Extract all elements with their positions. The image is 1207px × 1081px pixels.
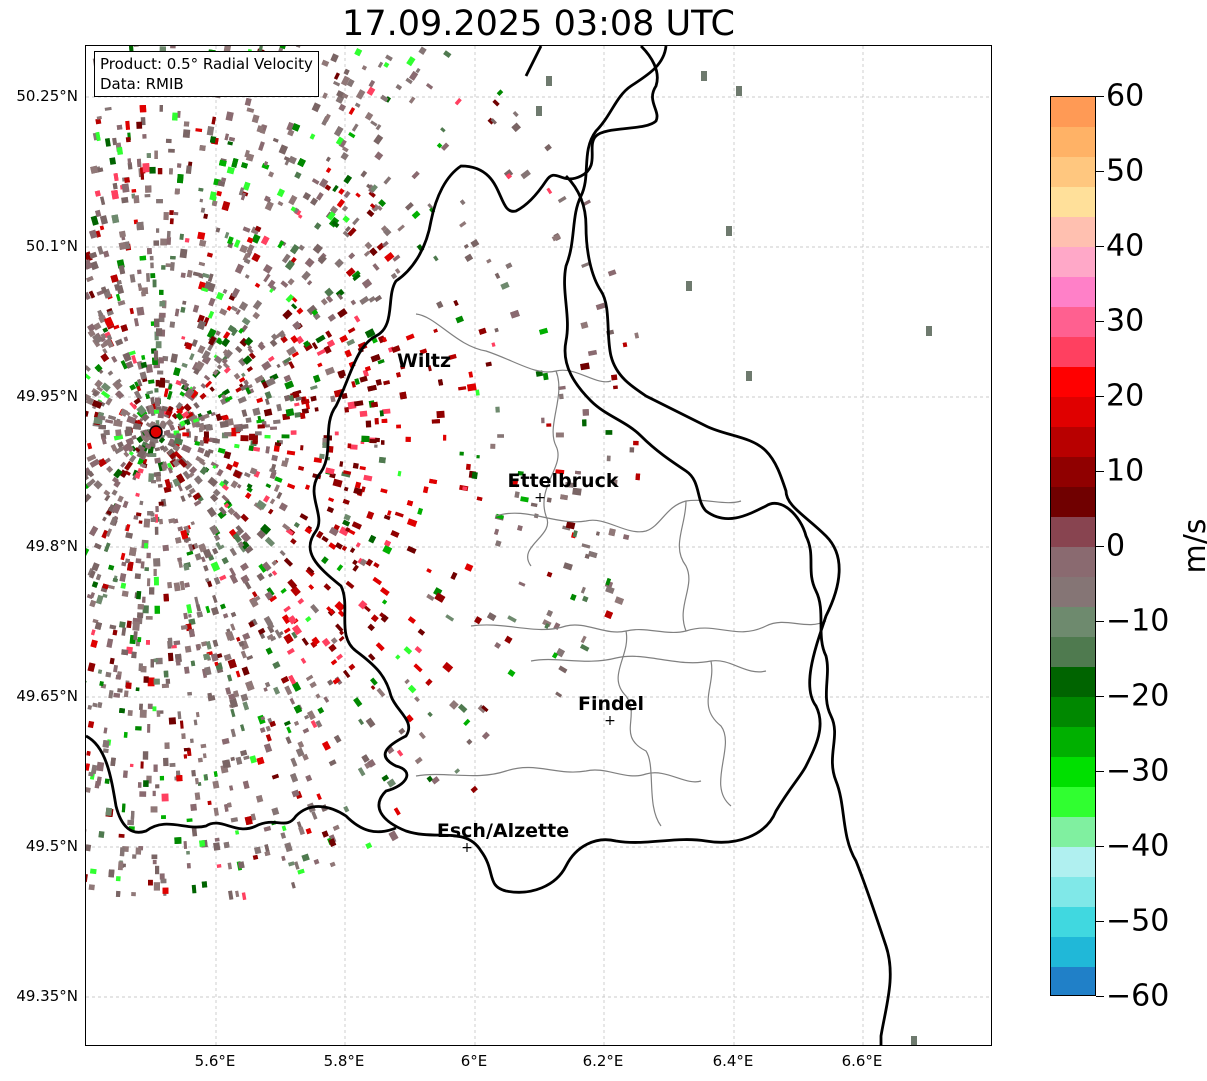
canton-border: [415, 766, 702, 783]
canton-border: [470, 620, 827, 634]
colorbar-segment: [1051, 967, 1095, 995]
colorbar-tick-mark: [1096, 846, 1104, 847]
colorbar-tick-label: −60: [1106, 978, 1170, 1014]
belgium-france-border: [86, 734, 397, 834]
velocity-colorbar: [1050, 96, 1096, 996]
lat-tick-label: 49.95°N: [16, 387, 78, 405]
lon-tick-label: 6°E: [460, 1052, 488, 1070]
map-canvas: [86, 46, 991, 1045]
colorbar-segment: [1051, 97, 1095, 127]
colorbar-tick-mark: [1096, 771, 1104, 772]
lon-tick-label: 5.8°E: [323, 1052, 365, 1070]
colorbar-segment: [1051, 757, 1095, 787]
colorbar-segment: [1051, 817, 1095, 847]
crosshair-marker-icon: +: [461, 840, 473, 856]
crosshair-marker-icon: +: [534, 490, 546, 506]
colorbar-tick-mark: [1096, 96, 1104, 97]
colorbar-segment: [1051, 727, 1095, 757]
colorbar-segment: [1051, 187, 1095, 217]
city-label-findel: Findel: [577, 693, 645, 715]
canton-border: [530, 655, 767, 673]
colorbar-tick-label: −10: [1106, 603, 1170, 639]
canton-border: [415, 313, 612, 383]
crosshair-marker-icon: +: [604, 713, 616, 729]
colorbar-tick-label: 20: [1106, 378, 1145, 414]
colorbar-tick-mark: [1096, 996, 1104, 997]
lon-tick-label: 6.2°E: [582, 1052, 624, 1070]
colorbar-tick-mark: [1096, 546, 1104, 547]
colorbar-tick-mark: [1096, 621, 1104, 622]
colorbar-segment: [1051, 427, 1095, 457]
colorbar-segment: [1051, 337, 1095, 367]
colorbar-segment: [1051, 937, 1095, 967]
colorbar-segment: [1051, 367, 1095, 397]
colorbar-tick-label: 60: [1106, 78, 1145, 114]
colorbar-segment: [1051, 847, 1095, 877]
colorbar-unit-label: m/s: [1177, 518, 1207, 574]
colorbar-segment: [1051, 397, 1095, 427]
colorbar-segment: [1051, 517, 1095, 547]
luxembourg-border: [308, 46, 841, 894]
colorbar-tick-mark: [1096, 246, 1104, 247]
lon-tick-label: 5.6°E: [194, 1052, 236, 1070]
colorbar-segment: [1051, 577, 1095, 607]
city-label-wiltz: Wiltz: [396, 350, 452, 372]
product-info-box: Product: 0.5° Radial Velocity Data: RMIB: [94, 51, 319, 97]
colorbar-tick-label: −40: [1106, 828, 1170, 864]
colorbar-tick-label: 30: [1106, 303, 1145, 339]
colorbar-tick-label: 40: [1106, 228, 1145, 264]
lat-tick-label: 50.25°N: [16, 87, 78, 105]
colorbar-tick-label: −20: [1106, 678, 1170, 714]
colorbar-segment: [1051, 217, 1095, 247]
canton-border: [678, 500, 690, 632]
product-label: Product: 0.5° Radial Velocity: [100, 55, 313, 73]
colorbar-tick-mark: [1096, 696, 1104, 697]
city-label-esch-alzette: Esch/Alzette: [436, 820, 570, 842]
data-source-label: Data: RMIB: [100, 75, 184, 93]
canton-border: [617, 630, 662, 827]
colorbar-tick-mark: [1096, 921, 1104, 922]
colorbar-segment: [1051, 667, 1095, 697]
colorbar-segment: [1051, 697, 1095, 727]
lat-tick-label: 50.1°N: [25, 237, 78, 255]
colorbar-segment: [1051, 247, 1095, 277]
colorbar-segment: [1051, 877, 1095, 907]
map-title: 17.09.2025 03:08 UTC: [342, 4, 735, 44]
germany-border: [563, 46, 892, 1045]
colorbar-tick-label: 50: [1106, 153, 1145, 189]
colorbar-segment: [1051, 457, 1095, 487]
colorbar-tick-mark: [1096, 321, 1104, 322]
colorbar-segment: [1051, 787, 1095, 817]
lat-tick-label: 49.65°N: [16, 687, 78, 705]
radar-echoes: [86, 46, 932, 1045]
colorbar-segment: [1051, 637, 1095, 667]
radar-map[interactable]: [85, 45, 992, 1046]
border-lines: [86, 46, 892, 1045]
colorbar-segment: [1051, 157, 1095, 187]
lat-tick-label: 49.35°N: [16, 987, 78, 1005]
colorbar-tick-mark: [1096, 396, 1104, 397]
lat-tick-label: 49.8°N: [25, 537, 78, 555]
colorbar-tick-mark: [1096, 471, 1104, 472]
colorbar-segment: [1051, 907, 1095, 937]
lon-tick-label: 6.6°E: [841, 1052, 883, 1070]
colorbar-segment: [1051, 127, 1095, 157]
colorbar-tick-label: 10: [1106, 453, 1145, 489]
colorbar-segment: [1051, 607, 1095, 637]
colorbar-tick-label: −50: [1106, 903, 1170, 939]
colorbar-tick-mark: [1096, 171, 1104, 172]
canton-border: [527, 370, 560, 567]
colorbar-tick-label: 0: [1106, 528, 1126, 564]
lat-tick-label: 49.5°N: [25, 837, 78, 855]
colorbar-tick-label: −30: [1106, 753, 1170, 789]
colorbar-segment: [1051, 547, 1095, 577]
colorbar-segment: [1051, 307, 1095, 337]
radar-site-icon: [149, 425, 163, 439]
colorbar-segment: [1051, 487, 1095, 517]
city-label-ettelbruck: Ettelbruck: [507, 470, 619, 492]
canton-border: [707, 660, 732, 807]
colorbar-segment: [1051, 277, 1095, 307]
lon-tick-label: 6.4°E: [712, 1052, 754, 1070]
